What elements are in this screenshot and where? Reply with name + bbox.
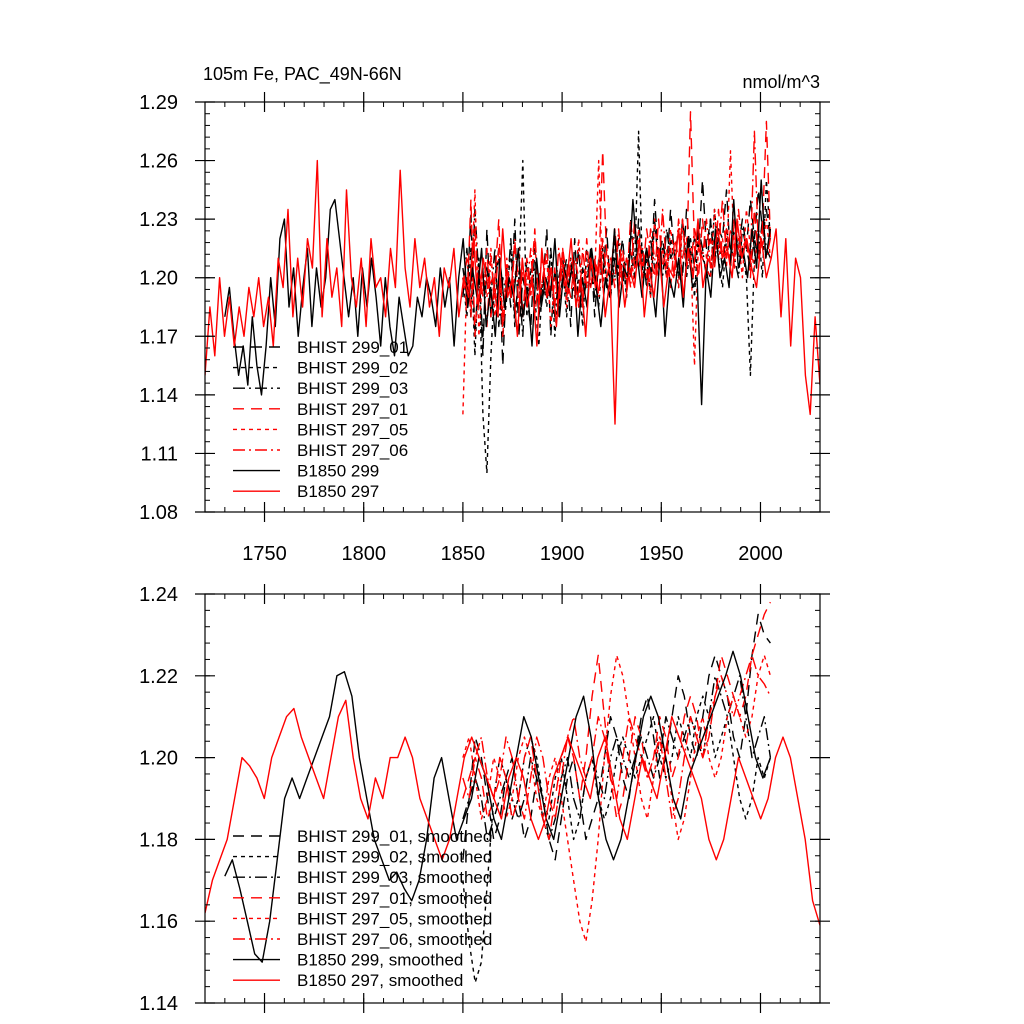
panel-1-legend-label: BHIST 297_01: [297, 400, 408, 419]
panel-2-series-line-8: [205, 699, 820, 926]
panel-2-y-tick-label: 1.14: [139, 993, 178, 1015]
panel-2-series-group: [205, 601, 820, 984]
panel-1-y-tick-label: 1.23: [139, 209, 178, 231]
panel-1-x-tick-label: 1950: [639, 543, 684, 565]
panel-1-series-group: [205, 111, 820, 474]
panel-2-legend-label: BHIST 297_01, smoothed: [297, 889, 492, 908]
panel-1-series-line-7: [224, 179, 772, 406]
panel-2-legend: BHIST 299_01, smoothed BHIST 299_02, smoo…: [233, 827, 492, 990]
panel-1-y-tick-label: 1.17: [139, 326, 178, 348]
panel-2-series-line-1: [462, 613, 771, 861]
panel-1-y-tick-label: 1.20: [139, 268, 178, 290]
panel-1-legend-label: B1850 299: [297, 462, 379, 481]
panel-1-series-line-6: [462, 130, 772, 328]
panel-1-legend-label: BHIST 299_01: [297, 338, 408, 357]
panel-1-x-tick-label: 2000: [738, 543, 783, 565]
panel-1-legend-label: BHIST 297_06: [297, 441, 408, 460]
panel-2-legend-label: BHIST 299_01, smoothed: [297, 827, 492, 846]
panel-1-x-tick-label: 1750: [242, 543, 287, 565]
panel-1-y-tick-label: 1.11: [141, 443, 178, 465]
panel-1-y-tick-label: 1.29: [139, 92, 178, 114]
panel-2-series-line-2: [462, 695, 772, 984]
panel-2-series-line-3: [462, 675, 772, 841]
panel-1-y-tick-label: 1.14: [139, 385, 178, 407]
panel-1-x-tick-label: 1850: [441, 543, 486, 565]
panel-1-y-tick-label: 1.26: [139, 151, 178, 173]
panel-2-y-tick-label: 1.20: [139, 748, 178, 770]
panel-1-units: nmol/m^3: [743, 72, 820, 92]
panel-2-y-tick-label: 1.18: [139, 829, 178, 851]
panel-1-series-line-3: [462, 208, 772, 337]
panel-1-title: 105m Fe, PAC_49N-66N: [203, 64, 402, 85]
panel-2-y-tick-label: 1.24: [139, 584, 178, 606]
panel-1-legend-label: BHIST 299_02: [297, 359, 408, 378]
panel-2-y-tick-label: 1.22: [139, 666, 178, 688]
panel-2-legend-label: BHIST 297_05, smoothed: [297, 909, 492, 928]
panel-2-legend-label: BHIST 299_02, smoothed: [297, 848, 492, 867]
panel-2-legend-label: B1850 299, smoothed: [297, 951, 463, 970]
panel-2-series-line-7: [224, 650, 772, 963]
panel-1-y-tick-label: 1.08: [139, 502, 178, 524]
panel-2-legend-label: B1850 297, smoothed: [297, 971, 463, 990]
panel-1-timeseries: 1.08 1.11 1.14 1.17 1.20 1.23 1.26 1.29 1750 1800…: [139, 92, 830, 565]
panel-1-x-tick-label: 1800: [341, 543, 386, 565]
panel-1-x-tick-label: 1900: [540, 543, 585, 565]
panel-2-smoothed-timeseries: 1.14 1.16 1.18 1.20 1.22 1.24 BHIST 299_01, sm…: [139, 584, 830, 1015]
panel-2-plot-frame: [204, 593, 821, 1004]
panel-1-series-line-1: [462, 179, 772, 367]
panel-1-legend-label: B1850 297: [297, 482, 379, 501]
panel-2-legend-label: BHIST 297_06, smoothed: [297, 930, 492, 949]
panel-2-y-tick-label: 1.16: [139, 911, 178, 933]
panel-1-series-line-2: [462, 130, 772, 474]
panel-1-legend-label: BHIST 297_05: [297, 420, 408, 439]
panel-2-series-line-5: [462, 654, 772, 943]
panel-1-legend-label: BHIST 299_03: [297, 379, 408, 398]
panel-2-series-line-4: [462, 601, 772, 841]
panel-1-series-line-8: [205, 159, 820, 425]
panel-2-legend-label: BHIST 299_03, smoothed: [297, 868, 492, 887]
panel-1-plot-frame: [204, 101, 821, 513]
